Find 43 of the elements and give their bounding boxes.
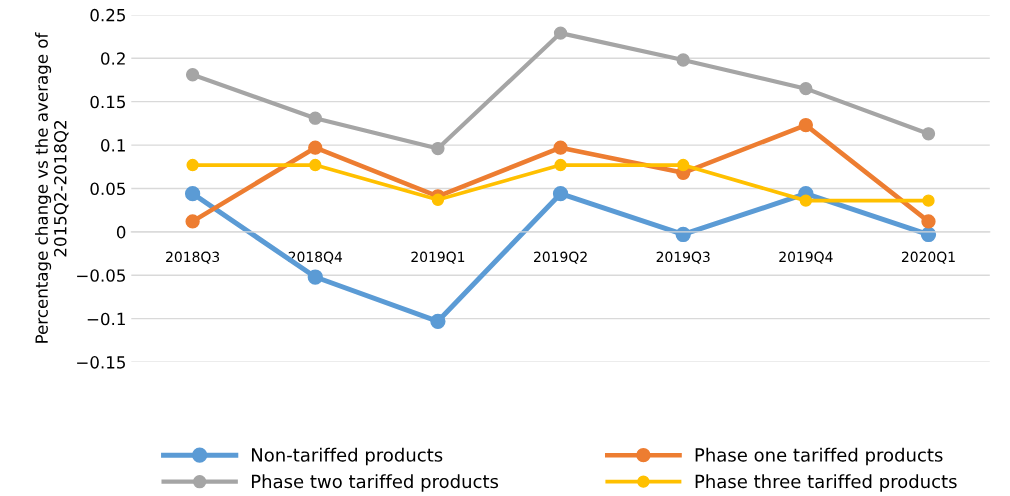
point <box>798 117 813 133</box>
legend-label: Non-tariffed products <box>252 447 443 466</box>
x-tick-label: 2019Q4 <box>779 251 833 264</box>
point <box>185 68 200 82</box>
point <box>184 186 201 202</box>
point <box>431 141 445 156</box>
point <box>553 140 568 155</box>
x-tick-label: 2019Q3 <box>656 251 710 264</box>
x-tick-label: 2018Q3 <box>166 251 220 264</box>
point <box>676 53 690 67</box>
x-tick-label: 2019Q2 <box>534 251 587 264</box>
point <box>799 81 813 96</box>
point <box>186 158 199 172</box>
y-tick-label: 0.05 <box>90 182 125 196</box>
legend-label: Phase one tariffed products <box>695 447 943 466</box>
point <box>309 158 322 172</box>
point <box>921 127 936 141</box>
y-axis-title: Percentage change vs the average of 2015Q2-2018Q2 <box>35 32 69 343</box>
point <box>554 158 567 172</box>
y-tick-label: 0.2 <box>101 52 125 65</box>
point <box>553 26 568 40</box>
legend-label: Phase three tariffed products <box>695 474 957 492</box>
point <box>431 193 445 206</box>
y-tick-label: −0.05 <box>77 269 125 282</box>
point <box>922 194 935 207</box>
y-tick-label: 0.1 <box>101 139 125 152</box>
point <box>677 158 690 172</box>
y-tick-label: 0.15 <box>90 95 125 109</box>
point <box>921 214 936 229</box>
point <box>185 214 200 229</box>
legend-label: Phase two tariffed products <box>252 474 499 492</box>
y-tick-label: 0 <box>116 225 126 239</box>
point <box>430 313 446 329</box>
point <box>308 140 323 155</box>
point <box>308 111 322 125</box>
x-tick-label: 2020Q1 <box>901 251 955 264</box>
y-tick-label: −0.1 <box>87 312 125 326</box>
point <box>552 186 569 202</box>
point <box>307 269 323 285</box>
point <box>799 194 813 207</box>
y-tick-label: −0.15 <box>77 356 125 369</box>
x-tick-label: 2019Q1 <box>411 251 465 264</box>
y-tick-label: 0.25 <box>90 8 125 22</box>
